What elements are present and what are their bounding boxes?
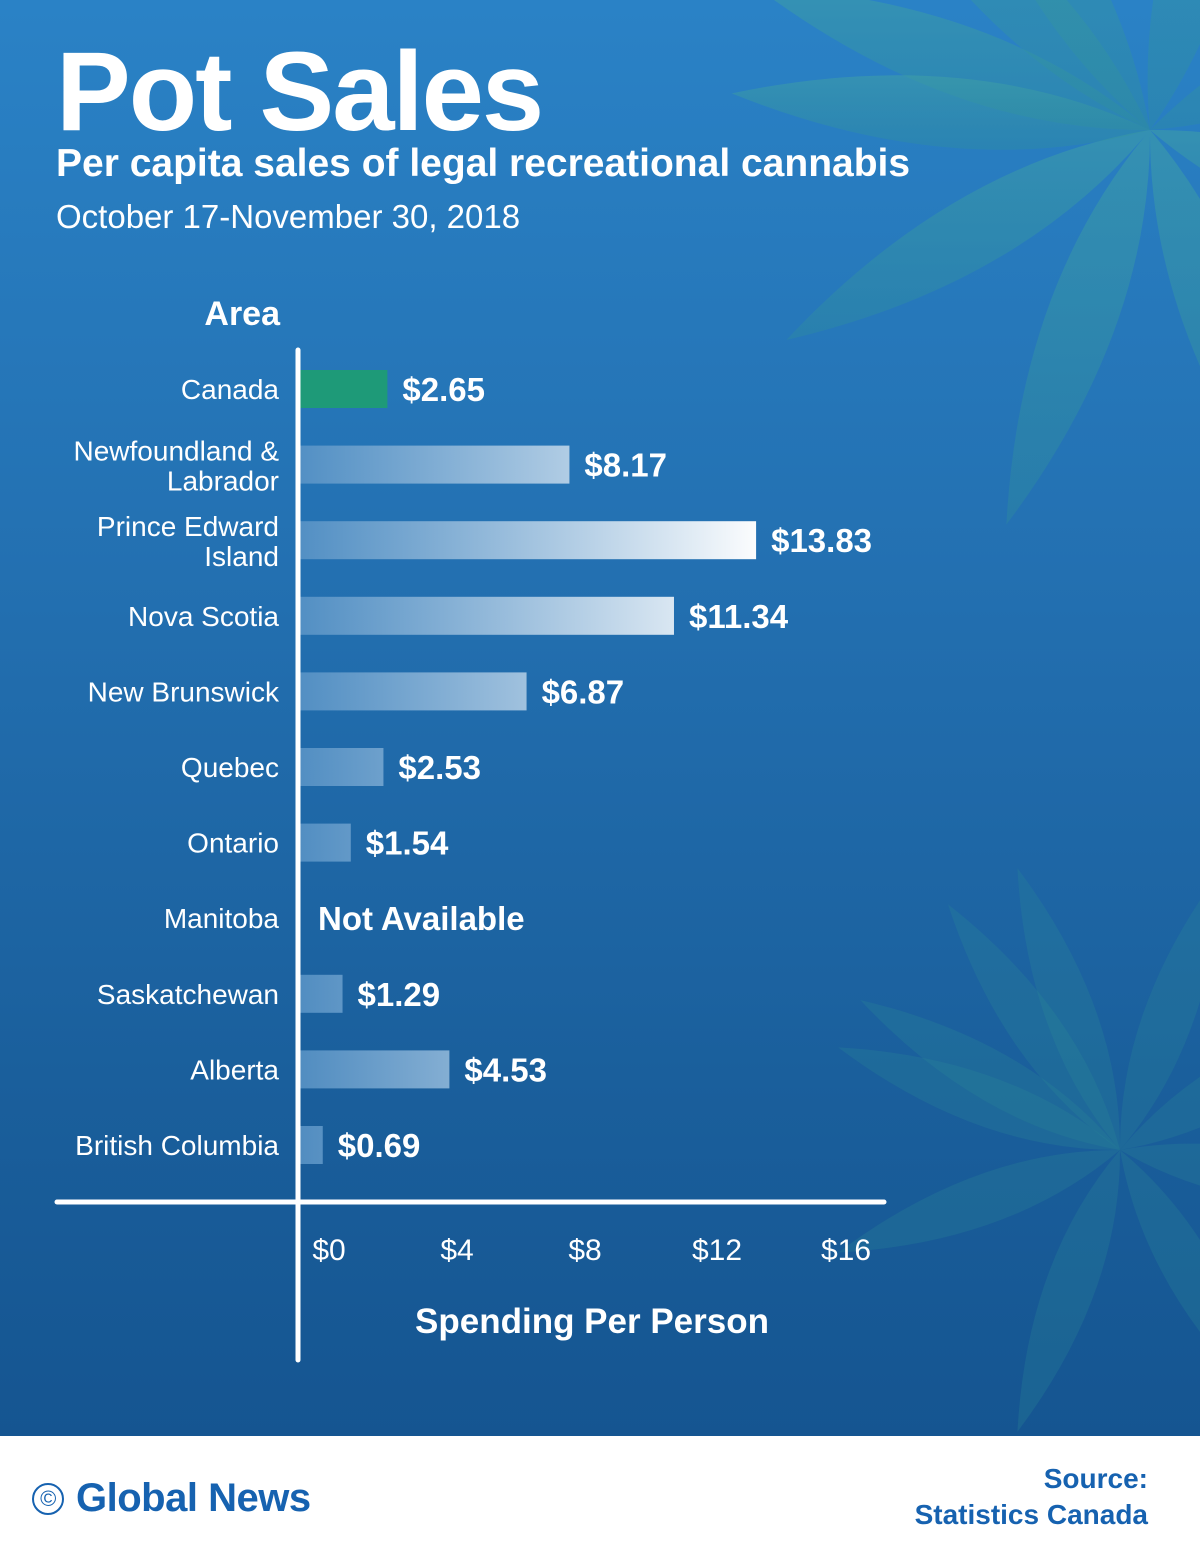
bar-ontario — [300, 823, 351, 862]
value-label-british-columbia: $0.69 — [338, 1127, 421, 1164]
value-label-newfoundland-labrador: $8.17 — [584, 447, 667, 484]
x-axis-label: Spending Per Person — [415, 1302, 769, 1341]
page-subtitle: Per capita sales of legal recreational c… — [56, 142, 911, 185]
category-label-canada: Canada — [181, 374, 280, 405]
category-label-new-brunswick: New Brunswick — [88, 676, 280, 707]
value-label-ontario: $1.54 — [366, 825, 449, 862]
value-label-prince-edward-island: $13.83 — [771, 522, 872, 559]
source-credit: Source: Statistics Canada — [915, 1461, 1148, 1533]
bar-alberta — [300, 1050, 450, 1089]
x-tick-12: $12 — [692, 1234, 742, 1267]
bar-british-columbia — [300, 1126, 323, 1164]
category-label-newfoundland-labrador: Newfoundland & Labrador — [74, 436, 280, 497]
category-label-quebec: Quebec — [181, 752, 279, 783]
value-label-manitoba: Not Available — [318, 900, 525, 937]
bar-prince-edward-island — [300, 521, 757, 560]
category-label-nova-scotia: Nova Scotia — [128, 601, 279, 632]
page-title: Pot Sales — [56, 29, 544, 154]
bar-saskatchewan — [300, 974, 343, 1013]
value-label-saskatchewan: $1.29 — [358, 976, 441, 1013]
infographic-poster: Pot Sales Per capita sales of legal recr… — [0, 0, 1200, 1436]
value-label-nova-scotia: $11.34 — [689, 598, 789, 635]
y-axis-header: Area — [204, 295, 281, 333]
bar-chart: Area Canada $2.65 Newfoundland & Labrador $8… — [74, 295, 872, 1341]
bar-newfoundland-labrador — [300, 445, 570, 484]
category-label-prince-edward-island: Prince Edward Island — [97, 511, 279, 572]
x-axis-ticks: $0 $4 $8 $12 $16 — [312, 1234, 871, 1267]
date-range: October 17-November 30, 2018 — [56, 198, 521, 235]
bars-group: Canada $2.65 Newfoundland & Labrador $8.17 Pr… — [74, 370, 872, 1164]
x-tick-16: $16 — [821, 1234, 871, 1267]
x-tick-4: $4 — [440, 1234, 473, 1267]
source-label: Source: — [1043, 1463, 1148, 1494]
value-label-canada: $2.65 — [402, 371, 485, 408]
copyright-icon: © — [32, 1482, 64, 1515]
category-label-ontario: Ontario — [187, 828, 279, 859]
value-label-alberta: $4.53 — [464, 1051, 547, 1088]
bar-nova-scotia — [300, 596, 674, 635]
bar-new-brunswick — [300, 672, 527, 711]
value-label-new-brunswick: $6.87 — [542, 673, 625, 710]
category-label-saskatchewan: Saskatchewan — [97, 979, 279, 1010]
category-label-manitoba: Manitoba — [164, 903, 280, 934]
cannabis-leaf-background — [731, 0, 1200, 1432]
x-tick-0: $0 — [312, 1234, 345, 1267]
brand-name: Global News — [76, 1476, 311, 1520]
category-label-british-columbia: British Columbia — [75, 1130, 279, 1161]
footer — [0, 1436, 1200, 1556]
value-label-quebec: $2.53 — [398, 749, 481, 786]
category-label-alberta: Alberta — [190, 1054, 279, 1085]
bar-quebec — [300, 748, 384, 786]
bar-canada — [300, 370, 388, 408]
global-news-logo: © Global News — [32, 1476, 311, 1521]
source-name: Statistics Canada — [914, 1499, 1148, 1530]
x-tick-8: $8 — [568, 1234, 601, 1267]
